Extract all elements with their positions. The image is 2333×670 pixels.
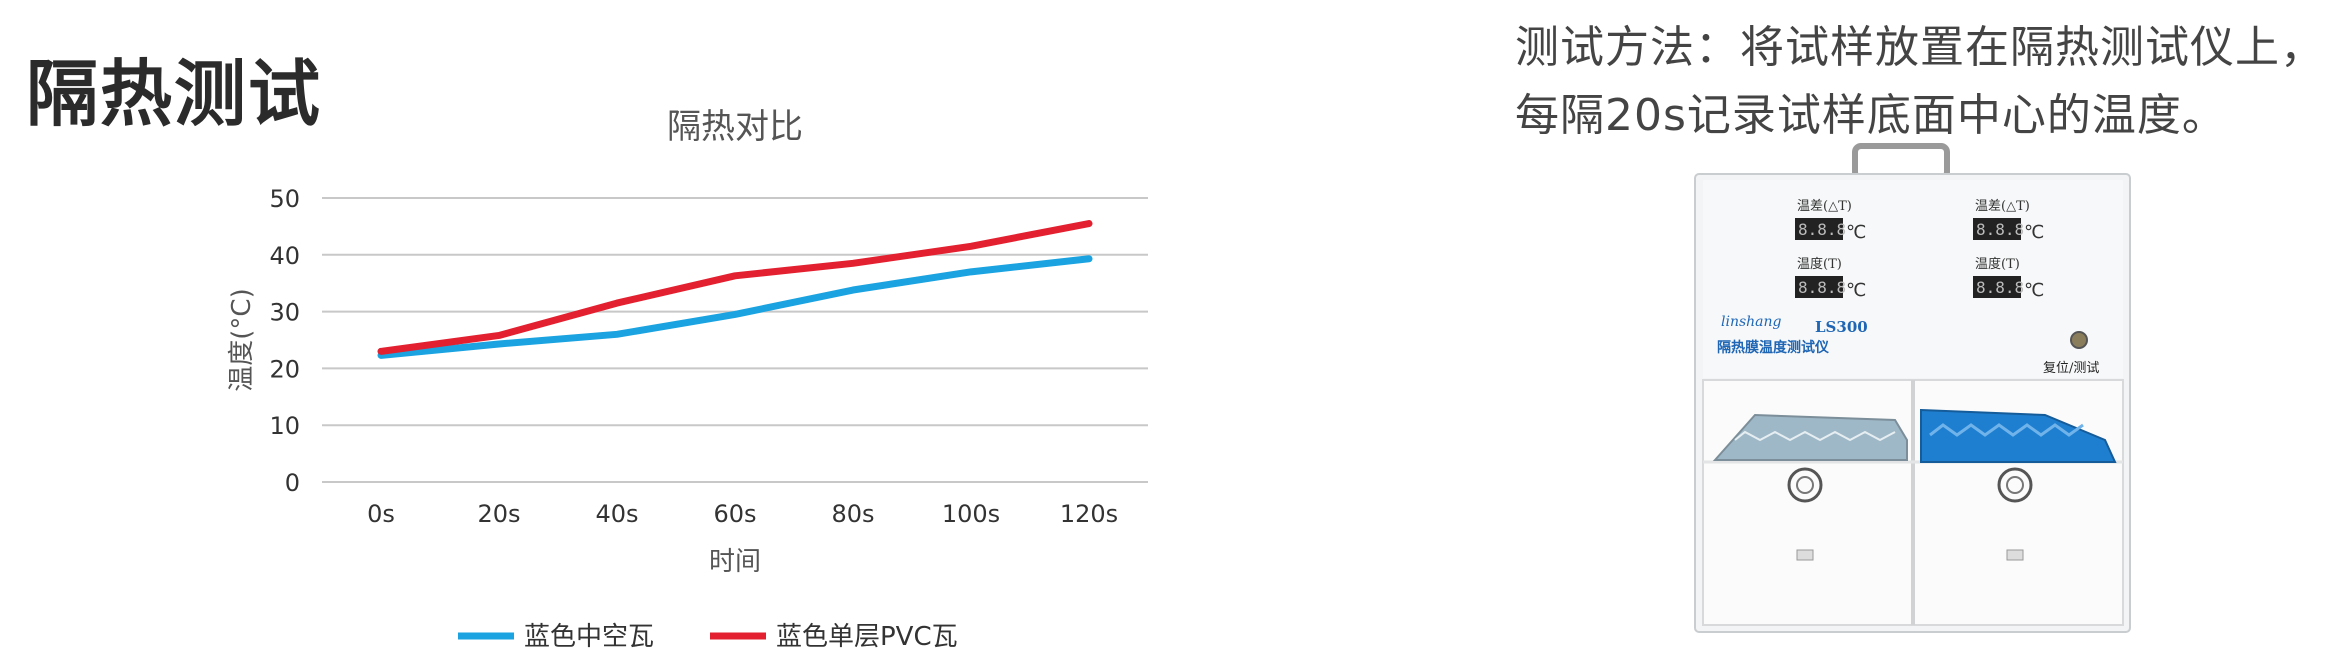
unit-right-bottom: ℃ <box>2024 280 2044 301</box>
y-axis-label: 温度(°C) <box>227 288 257 391</box>
brand-logo: linshang <box>1721 314 1782 330</box>
label-temp-right: 温度(T) <box>1975 256 2020 272</box>
x-tick-label: 120s <box>1060 500 1118 528</box>
y-tick-label: 0 <box>285 469 300 497</box>
y-tick-label: 30 <box>269 299 300 327</box>
description-line-1: 测试方法：将试样放置在隔热测试仪上， <box>1515 22 2325 73</box>
x-tick-label: 60s <box>713 500 756 528</box>
fan-icon-right <box>1997 467 2033 503</box>
label-temp-diff-right: 温差(△T) <box>1975 199 2030 214</box>
display-left-top <box>1795 218 1843 240</box>
legend-label-1: 蓝色中空瓦 <box>524 622 654 652</box>
display-right-top <box>1973 218 2021 240</box>
thermal-insulation-tester-photo: 温差(△T) 8.8.8 ℃ 温度(T) 8.8.8 ℃ 温差(△T) 8.8.… <box>1685 140 2140 640</box>
series-line-2 <box>377 220 1093 355</box>
x-axis-label: 时间 <box>709 547 761 577</box>
chart-svg: 隔热对比 0 10 20 30 40 50 0s 20s 40s 60s 80s 100s 120s 时间 温… <box>227 107 1148 652</box>
test-method-description: 测试方法：将试样放置在隔热测试仪上， 每隔20s记录试样底面中心的温度。 <box>1515 14 2333 150</box>
reset-button <box>2070 331 2088 349</box>
insulation-chart: 隔热对比 0 10 20 30 40 50 0s 20s 40s 60s 80s 100s 120s 时间 温… <box>180 90 1180 670</box>
display-left-top-text: 8.8.8 <box>1798 220 1846 239</box>
x-tick-label: 100s <box>942 500 1000 528</box>
fan-icon-left <box>1787 467 1823 503</box>
control-panel <box>1703 180 2123 378</box>
fan-hub-right <box>2006 476 2024 494</box>
hollow-tile-sample <box>1712 413 1908 461</box>
display-right-top-text: 8.8.8 <box>1976 220 2024 239</box>
x-tick-label: 0s <box>367 500 395 528</box>
pvc-tile-ridges <box>1929 423 2084 437</box>
y-tick-label: 50 <box>269 185 300 213</box>
hollow-tile-ridges <box>1734 430 1896 442</box>
unit-left-bottom: ℃ <box>1846 280 1866 301</box>
sensor-right <box>2006 549 2024 561</box>
label-temp-left: 温度(T) <box>1797 256 1842 272</box>
display-right-bottom-text: 8.8.8 <box>1976 278 2024 297</box>
unit-right-top: ℃ <box>2024 222 2044 243</box>
series-line-1 <box>377 255 1093 359</box>
sensor-left <box>1796 549 1814 561</box>
unit-left-top: ℃ <box>1846 222 1866 243</box>
device-illustration: 温差(△T) 8.8.8 ℃ 温度(T) 8.8.8 ℃ 温差(△T) 8.8.… <box>1694 143 2131 633</box>
chart-title: 隔热对比 <box>667 107 803 147</box>
section-heading: 隔热测试 <box>26 52 323 136</box>
pvc-tile-sample <box>1920 408 2117 463</box>
device-name: 隔热膜温度测试仪 <box>1717 339 1830 356</box>
description-line-2: 每隔20s记录试样底面中心的温度。 <box>1515 90 2227 141</box>
y-tick-label: 40 <box>269 242 300 270</box>
label-temp-diff-left: 温差(△T) <box>1797 199 1852 214</box>
model-label: LS300 <box>1815 318 1868 336</box>
fan-hub-left <box>1796 476 1814 494</box>
display-left-bottom <box>1795 276 1843 298</box>
y-tick-label: 10 <box>269 412 300 440</box>
x-tick-label: 80s <box>831 500 874 528</box>
x-tick-label: 40s <box>595 500 638 528</box>
display-right-bottom <box>1973 276 2021 298</box>
display-left-bottom-text: 8.8.8 <box>1798 278 1846 297</box>
x-tick-label: 20s <box>477 500 520 528</box>
y-tick-label: 20 <box>269 355 300 383</box>
legend-label-2: 蓝色单层PVC瓦 <box>776 622 958 652</box>
reset-label: 复位/测试 <box>2043 361 2099 376</box>
